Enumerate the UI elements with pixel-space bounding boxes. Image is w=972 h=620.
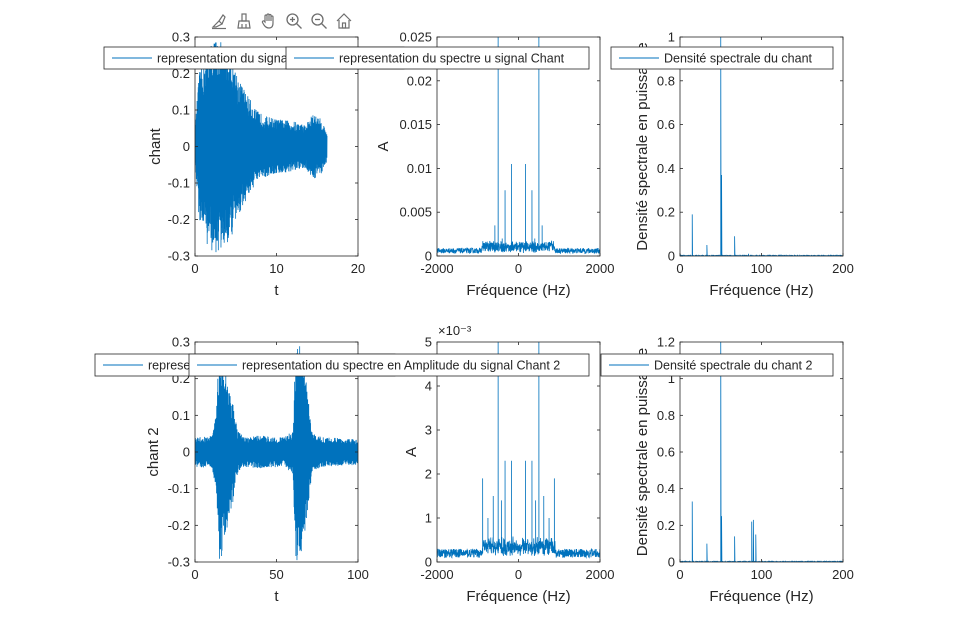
x-tick-label: 0 <box>676 567 683 582</box>
x-tick-label: 0 <box>191 261 198 276</box>
axes-box <box>679 36 844 257</box>
x-tick-label: -2000 <box>420 567 453 582</box>
y-tick-label: 0.2 <box>657 205 675 220</box>
y-tick-label: 1 <box>668 30 675 45</box>
x-tick-label: 20 <box>351 261 365 276</box>
y-tick-label: 0.8 <box>657 408 675 423</box>
series-line <box>437 342 600 559</box>
y-tick-label: 0 <box>183 445 190 460</box>
y-tick-label: 0.8 <box>657 73 675 88</box>
y-tick-label: 0.2 <box>657 518 675 533</box>
y-tick-label: -0.1 <box>168 176 190 191</box>
x-tick-label: 0 <box>191 567 198 582</box>
series-line <box>437 37 600 255</box>
y-tick-label: 0.6 <box>657 117 675 132</box>
subplot-6: 0 100 200 0 0.2 0.4 0.6 0.8 1 1.2 Fréquence (Hz) De… <box>600 335 854 605</box>
x-axis-label: Fréquence (Hz) <box>709 588 813 605</box>
x-tick-label: 50 <box>269 567 283 582</box>
y-tick-label: 0.1 <box>172 408 190 423</box>
y-tick-label: 0.3 <box>172 30 190 45</box>
y-tick-label: 0.4 <box>657 481 675 496</box>
y-axis-label: chant 2 <box>145 427 162 476</box>
brush-icon[interactable] <box>233 10 255 32</box>
legend-label: representation du spectre u signal Chant <box>339 52 565 66</box>
y-tick-label: 4 <box>425 379 432 394</box>
legend-label: Densité spectrale du chant 2 <box>654 359 812 373</box>
y-tick-label: 0.2 <box>172 66 190 81</box>
subplot-1: 0 10 20 -0.3 -0.2 -0.1 0 0.1 0.2 0.3 t chant represe… <box>103 30 405 299</box>
y-tick-label: -0.2 <box>168 212 190 227</box>
x-tick-label: 100 <box>751 261 773 276</box>
y-tick-label: 0.015 <box>399 117 432 132</box>
y-tick-label: 2 <box>425 467 432 482</box>
y-tick-label: 0.01 <box>407 161 432 176</box>
x-tick-label: 200 <box>832 261 854 276</box>
y-tick-label: 1 <box>668 371 675 386</box>
y-tick-label: 0 <box>425 249 432 264</box>
x-tick-label: 200 <box>832 567 854 582</box>
brush-data-icon[interactable] <box>208 10 230 32</box>
x-tick-label: 10 <box>269 261 283 276</box>
x-tick-label: 0 <box>515 261 522 276</box>
y-tick-label: 0 <box>183 139 190 154</box>
subplot-2: -2000 0 200000.0050.010.0150.020.025Fréque… <box>285 30 615 299</box>
series-line <box>195 346 358 561</box>
zoom-out-icon[interactable] <box>308 10 330 32</box>
legend-label: representation du spectre en Amplitude d… <box>242 359 560 373</box>
axes-toolbar <box>208 8 355 34</box>
y-tick-label: 0 <box>668 249 675 264</box>
zoom-in-icon[interactable] <box>283 10 305 32</box>
series-line <box>195 42 328 253</box>
x-axis-label: t <box>274 588 279 605</box>
x-axis-label: Fréquence (Hz) <box>466 282 570 299</box>
legend-label: Densité spectrale du chant <box>664 52 813 66</box>
y-tick-label: 0 <box>668 555 675 570</box>
y-tick-label: 0.4 <box>657 161 675 176</box>
y-tick-label: 0.1 <box>172 103 190 118</box>
x-axis-label: t <box>274 282 279 299</box>
y-tick-label: -0.2 <box>168 518 190 533</box>
x-axis-label: Fréquence (Hz) <box>709 282 813 299</box>
subplot-3: 0 100 200 0 0.2 0.4 0.6 0.8 1 Fréquence (Hz) Densi… <box>610 30 854 299</box>
y-tick-label: 1 <box>425 511 432 526</box>
legend-label: representation du signal Chant <box>157 52 328 66</box>
x-axis-label: Fréquence (Hz) <box>466 588 570 605</box>
x-tick-label: -2000 <box>420 261 453 276</box>
x-tick-label: 2000 <box>586 567 615 582</box>
y-tick-label: 0.005 <box>399 205 432 220</box>
y-tick-label: 1.2 <box>657 335 675 350</box>
home-icon[interactable] <box>333 10 355 32</box>
y-axis-label: Densité spectrale en puissance <box>634 348 651 556</box>
legend[interactable]: representation du spectre u signal Chant <box>285 46 590 70</box>
y-tick-label: 0.02 <box>407 73 432 88</box>
y-tick-label: -0.3 <box>168 555 190 570</box>
y-tick-label: 3 <box>425 423 432 438</box>
axes-box <box>436 36 601 257</box>
x-tick-label: 0 <box>515 567 522 582</box>
x-tick-label: 100 <box>751 567 773 582</box>
x-tick-label: 100 <box>347 567 369 582</box>
y-tick-label: -0.3 <box>168 249 190 264</box>
y-tick-label: 0.3 <box>172 335 190 350</box>
y-tick-label: 0.025 <box>399 30 432 45</box>
legend[interactable]: Densité spectrale du chant <box>610 46 834 70</box>
legend[interactable]: representation du spectre en Amplitude d… <box>188 353 590 377</box>
pan-hand-icon[interactable] <box>258 10 280 32</box>
y-exponent-label: ×10⁻³ <box>438 323 472 338</box>
y-tick-label: 0.6 <box>657 445 675 460</box>
y-tick-label: -0.1 <box>168 481 190 496</box>
series-line <box>680 37 843 256</box>
legend[interactable]: Densité spectrale du chant 2 <box>600 353 834 377</box>
y-axis-label: A <box>403 447 420 457</box>
y-tick-label: 0 <box>425 555 432 570</box>
y-axis-label: chant <box>147 127 164 165</box>
y-axis-label: A <box>375 141 392 151</box>
y-tick-label: 5 <box>425 335 432 350</box>
x-tick-label: 0 <box>676 261 683 276</box>
x-tick-label: 2000 <box>586 261 615 276</box>
y-axis-label: Densité spectrale en puissance <box>634 42 651 250</box>
